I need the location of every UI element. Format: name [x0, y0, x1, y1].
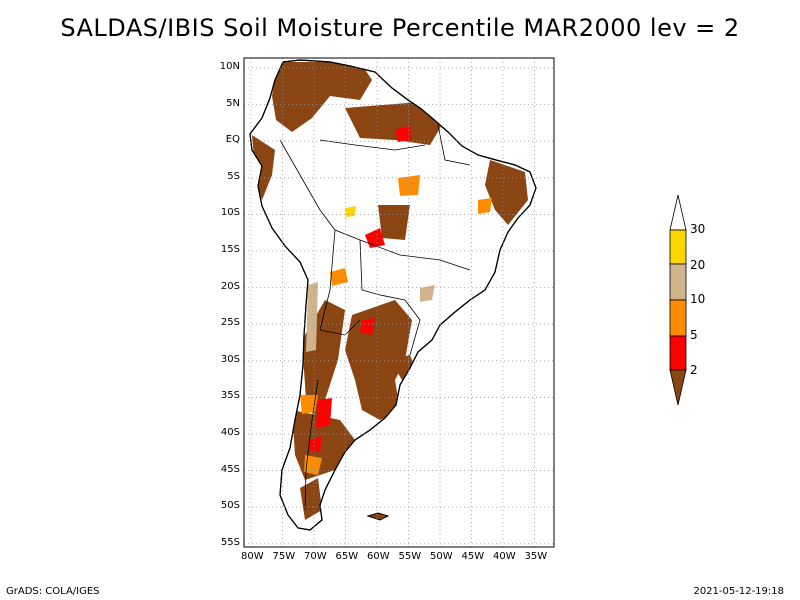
lat-tick-label: 25S — [220, 317, 240, 329]
lon-tick-label: 60W — [367, 551, 390, 562]
shade-5-10-a — [398, 175, 420, 196]
lon-tick-label: 80W — [241, 551, 264, 562]
shade-10-20-a — [306, 282, 318, 352]
colorbar-tick-label: 5 — [690, 328, 698, 342]
lon-tick-label: 45W — [461, 551, 485, 562]
lon-tick-label: 35W — [524, 551, 548, 562]
shade-below-2-ne-brazil — [485, 160, 528, 225]
lat-tick-label: 10S — [220, 207, 240, 219]
lat-lon-grid — [244, 58, 554, 547]
colorbar-bottom-arrow — [669, 369, 687, 406]
lon-tick-label: 65W — [335, 551, 359, 562]
shade-below-2-north — [272, 62, 372, 132]
map-title: SALDAS/IBIS Soil Moisture Percentile MAR… — [60, 14, 740, 42]
shade-below-2-amazon — [378, 205, 410, 240]
lat-tick-label: 55S — [220, 536, 240, 548]
colorbar-top-arrow — [669, 194, 687, 231]
shade-5-10-c — [330, 268, 348, 286]
lat-tick-label: 5S — [227, 170, 240, 182]
shade-2-5-c — [395, 125, 412, 142]
falkland-islands — [366, 512, 390, 521]
colorbar-bin-5-10 — [669, 299, 687, 337]
lon-tick-label: 75W — [272, 551, 296, 562]
colorbar-tick-label: 30 — [690, 222, 706, 236]
map-frame — [243, 57, 555, 548]
lat-tick-label: 15S — [220, 244, 240, 255]
lon-tick-label: 55W — [398, 551, 422, 562]
shade-5-10-d — [304, 455, 322, 475]
shade-20-30-a — [345, 206, 356, 217]
lat-tick-label: 30S — [220, 353, 240, 365]
shade-5-10-e — [478, 198, 492, 214]
lat-tick-label: 50S — [220, 500, 240, 512]
footer-timestamp: 2021-05-12-19:18 — [693, 586, 784, 597]
lat-tick-label: 35S — [220, 390, 240, 402]
colorbar-tick-label: 2 — [690, 363, 698, 377]
shade-below-2-guianas — [345, 102, 442, 145]
lat-tick-label: 40S — [220, 427, 240, 438]
colorbar-bin-20-30 — [669, 229, 687, 265]
lat-tick-label: 5N — [226, 97, 240, 109]
colorbar-bin-10-20 — [669, 263, 687, 301]
colorbar-tick-label: 20 — [690, 258, 706, 272]
colorbar-tick-label: 10 — [690, 292, 706, 306]
footer-credit: GrADS: COLA/IGES — [6, 586, 100, 597]
shade-2-5-a — [316, 398, 332, 428]
lon-tick-label: 50W — [430, 551, 453, 562]
lon-tick-label: 70W — [304, 551, 327, 562]
colorbar — [669, 194, 687, 406]
lat-tick-label: 10N — [219, 61, 240, 72]
colorbar-bin-2-5 — [669, 335, 687, 371]
country-borders — [279, 124, 471, 511]
shade-2-5-e — [308, 436, 322, 452]
lat-tick-label: 45S — [220, 463, 240, 475]
shade-2-5-b — [365, 228, 385, 248]
lat-tick-label: 20S — [220, 280, 240, 292]
lat-tick-label: EQ — [225, 134, 240, 146]
lon-tick-label: 40W — [493, 551, 516, 562]
shade-10-20-b — [420, 285, 435, 302]
shade-2-5-d — [360, 318, 375, 335]
